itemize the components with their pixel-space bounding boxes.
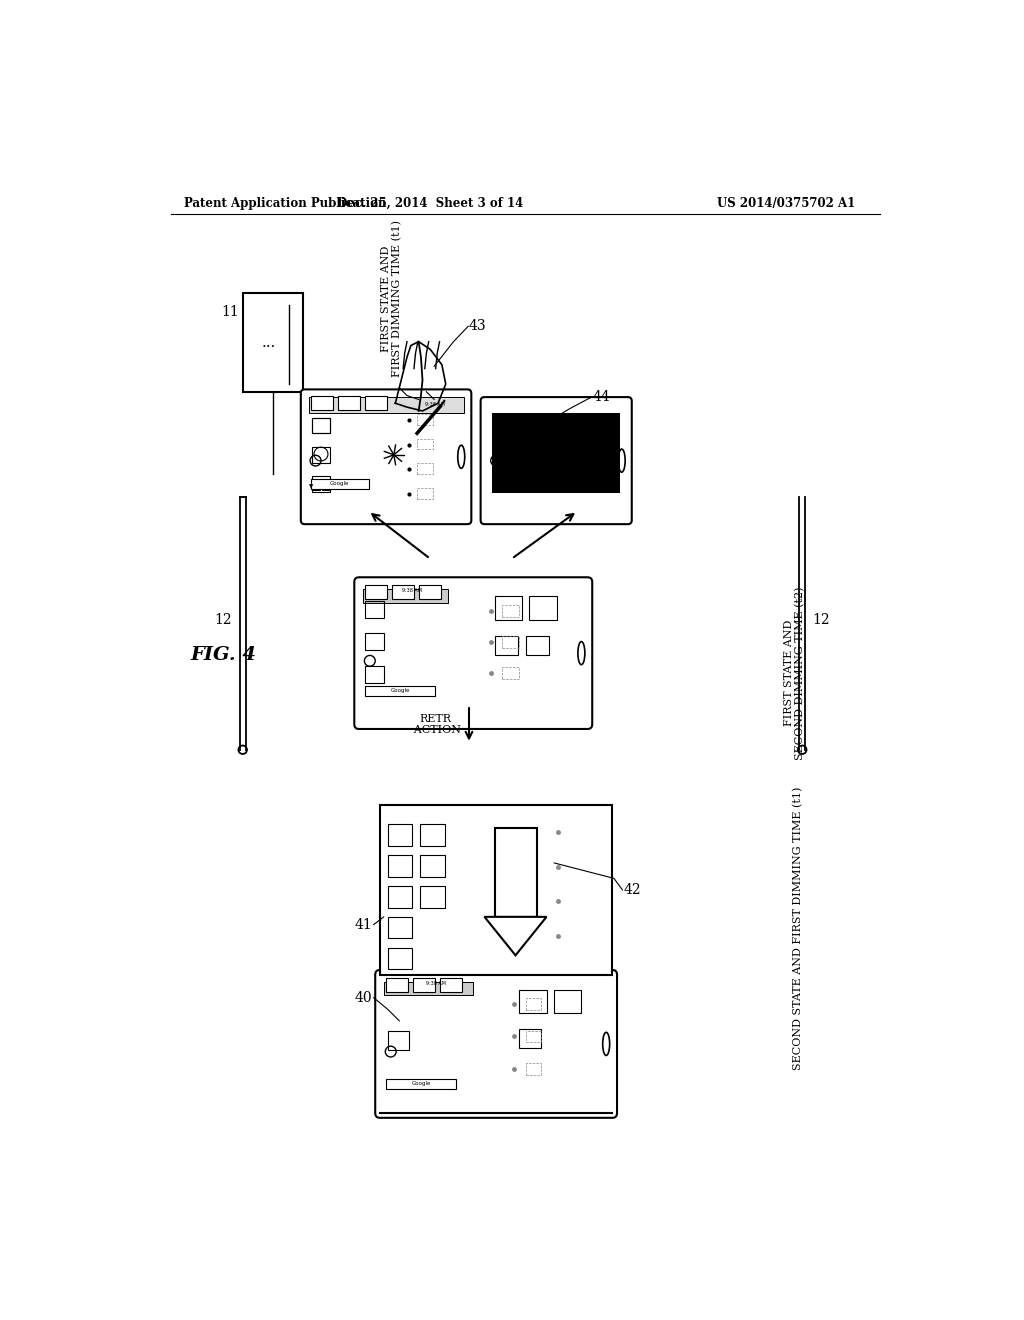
Bar [503,605,519,618]
FancyBboxPatch shape [354,577,592,729]
Text: 9:38 AM: 9:38 AM [425,401,444,407]
Text: 40: 40 [354,991,372,1005]
Bar [519,990,547,1014]
Bar [414,978,435,991]
Bar [495,636,518,655]
Text: 12: 12 [214,614,232,627]
Bar [440,978,462,991]
Bar [311,396,333,411]
Text: Google: Google [330,480,349,486]
Bar [402,981,406,989]
Text: 43: 43 [469,319,486,333]
Bar [525,1063,541,1074]
Bar [420,855,445,876]
FancyBboxPatch shape [375,970,617,1118]
Bar [417,414,432,425]
Bar [312,418,330,433]
Bar [366,634,384,651]
Bar [420,585,441,599]
Bar [376,590,379,595]
Text: 42: 42 [624,883,642,896]
Bar [366,396,387,411]
Bar [330,397,334,405]
Text: ...: ... [262,337,276,350]
Bar [386,978,408,991]
Bar [554,990,582,1014]
Bar [384,982,473,995]
Bar [311,401,314,405]
Bar [308,397,464,412]
Text: 9:38 AM: 9:38 AM [426,981,446,986]
Text: 44: 44 [593,391,610,404]
Bar [312,483,321,490]
Bar [312,447,330,462]
Bar [495,595,521,620]
Text: ▼: ▼ [309,484,313,488]
Bar [366,593,369,595]
Bar [322,483,330,490]
Bar [386,985,389,989]
Bar [381,589,385,595]
Bar [388,948,413,969]
Bar [417,463,432,474]
Bar [525,998,541,1010]
Bar [366,601,384,618]
Text: 41: 41 [354,917,372,932]
Bar [503,667,519,678]
Text: Google: Google [412,1081,431,1085]
Bar [420,825,445,846]
Bar [380,805,612,974]
Text: FIRST STATE AND
SECOND DIMMING TIME (t2): FIRST STATE AND SECOND DIMMING TIME (t2) [783,586,806,759]
Bar [495,829,538,917]
Bar [388,1031,410,1051]
Text: US 2014/0375702 A1: US 2014/0375702 A1 [717,197,855,210]
Bar [311,479,369,488]
Bar [366,585,387,599]
Text: 9:38 AM: 9:38 AM [401,587,422,593]
Text: Google: Google [390,688,410,693]
FancyBboxPatch shape [301,389,471,524]
Polygon shape [484,917,547,956]
Bar [420,886,445,908]
Bar [312,418,330,433]
FancyBboxPatch shape [480,397,632,524]
Bar [324,399,328,405]
Bar [338,396,359,411]
Bar [380,805,612,814]
Bar [386,1078,456,1089]
Bar [392,585,414,599]
Bar [388,855,413,876]
Text: RETR
-ACTION: RETR -ACTION [411,714,461,735]
Bar [503,636,519,648]
Bar [493,413,621,494]
Bar [519,1028,541,1048]
Bar [388,917,413,939]
Bar [391,983,394,989]
Bar [525,636,549,655]
Text: Dec. 25, 2014  Sheet 3 of 14: Dec. 25, 2014 Sheet 3 of 14 [337,197,523,210]
Bar [243,293,303,392]
Bar [397,982,400,989]
Bar [388,825,413,846]
Bar [366,665,384,682]
Bar [312,477,330,492]
Text: 11: 11 [221,305,239,319]
Bar [366,686,435,696]
Bar [388,886,413,908]
Text: FIRST STATE AND
FIRST DIMMING TIME (t1): FIRST STATE AND FIRST DIMMING TIME (t1) [381,220,402,378]
Text: SECOND STATE AND FIRST DIMMING TIME (t1): SECOND STATE AND FIRST DIMMING TIME (t1) [794,787,804,1071]
Text: Patent Application Publication: Patent Application Publication [183,197,386,210]
Bar [417,488,432,499]
Text: FIG. 4: FIG. 4 [190,645,256,664]
Text: 12: 12 [813,614,830,627]
Bar [362,589,449,603]
Bar [417,438,432,449]
Bar [317,400,321,405]
Bar [525,1031,541,1043]
Bar [529,595,557,620]
Bar [371,591,374,595]
